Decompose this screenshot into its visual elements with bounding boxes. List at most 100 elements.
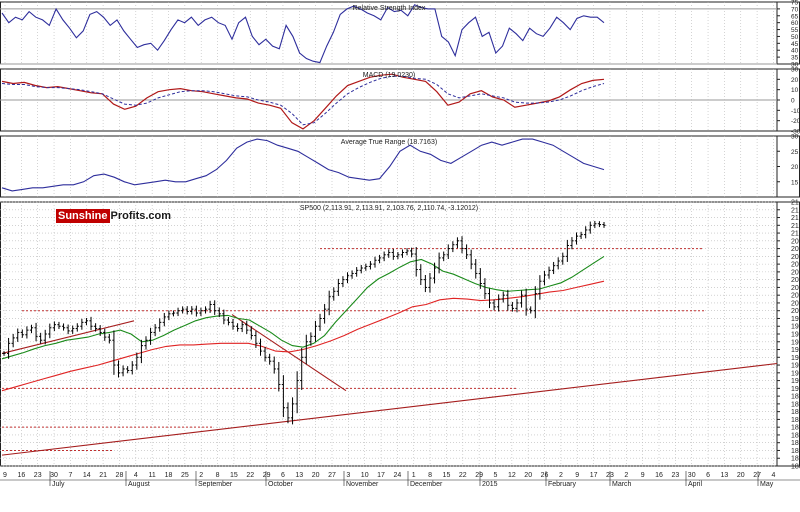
date-tick-label: 3 xyxy=(346,472,350,479)
date-tick-label: 4 xyxy=(771,472,775,479)
rsi-tick-label: 35 xyxy=(791,55,799,62)
month-label: March xyxy=(612,481,632,488)
rsi-tick-label: 40 xyxy=(791,48,799,55)
price-tick-label: 2040 xyxy=(791,277,800,284)
date-tick-label: 20 xyxy=(524,472,532,479)
date-tick-label: 15 xyxy=(443,472,451,479)
date-tick-label: 2 xyxy=(624,472,628,479)
price-tick-label: 1910 xyxy=(791,378,800,385)
month-label: April xyxy=(688,481,702,488)
date-tick-label: 16 xyxy=(655,472,663,479)
price-tick-label: 1940 xyxy=(791,355,800,362)
date-tick-label: 20 xyxy=(312,472,320,479)
price-tick-label: 2100 xyxy=(791,231,800,238)
moving-average-short xyxy=(1,255,605,360)
price-tick-label: 1920 xyxy=(791,370,800,377)
price-tick-label: 2130 xyxy=(791,207,800,214)
date-tick-label: 2 xyxy=(559,472,563,479)
macd-signal-line xyxy=(1,75,605,126)
price-tick-label: 1890 xyxy=(791,394,800,401)
date-tick-label: 15 xyxy=(230,472,238,479)
date-tick-label: 18 xyxy=(165,472,173,479)
price-tick-label: 1820 xyxy=(791,448,800,455)
price-tick-label: 1800 xyxy=(791,464,800,471)
date-tick-label: 13 xyxy=(721,472,729,479)
date-tick-label: 29 xyxy=(475,472,483,479)
price-tick-label: 1840 xyxy=(791,432,800,439)
date-tick-label: 13 xyxy=(295,472,303,479)
date-tick-label: 22 xyxy=(459,472,467,479)
rsi-tick-label: 45 xyxy=(791,41,799,48)
date-tick-label: 30 xyxy=(50,472,58,479)
logo-part-2: Profits.com xyxy=(110,210,172,222)
price-tick-label: 1950 xyxy=(791,347,800,354)
month-label: May xyxy=(760,481,774,488)
price-tick-label: 1860 xyxy=(791,417,800,424)
date-tick-label: 9 xyxy=(575,472,579,479)
trend-line xyxy=(1,362,778,456)
atr-tick-label: 20 xyxy=(791,164,799,171)
date-tick-label: 11 xyxy=(149,472,156,479)
date-tick-label: 6 xyxy=(706,472,710,479)
macd-panel-title: MACD (19.0230) xyxy=(363,72,416,79)
rsi-tick-label: 65 xyxy=(791,13,799,20)
price-tick-label: 2110 xyxy=(791,223,800,230)
price-tick-label: 2070 xyxy=(791,254,800,261)
macd-tick-label: -20 xyxy=(791,118,800,125)
price-tick-label: 2090 xyxy=(791,238,800,245)
price-tick-label: 1880 xyxy=(791,401,800,408)
date-tick-label: 17 xyxy=(377,472,385,479)
month-label: 2015 xyxy=(482,481,498,488)
date-tick-label: 4 xyxy=(134,472,138,479)
rsi-tick-label: 50 xyxy=(791,34,799,41)
date-tick-label: 8 xyxy=(216,472,220,479)
price-tick-label: 2050 xyxy=(791,269,800,276)
price-tick-label: 2060 xyxy=(791,262,800,269)
date-tick-label: 5 xyxy=(494,472,498,479)
macd-tick-label: 10 xyxy=(791,87,799,94)
date-tick-label: 9 xyxy=(641,472,645,479)
price-tick-label: 2030 xyxy=(791,285,800,292)
date-tick-label: 20 xyxy=(737,472,745,479)
date-tick-label: 12 xyxy=(508,472,516,479)
price-tick-label: 1960 xyxy=(791,339,800,346)
price-tick-label: 2140 xyxy=(791,200,800,207)
macd-tick-label: 20 xyxy=(791,77,799,84)
price-tick-label: 2000 xyxy=(791,308,800,315)
price-tick-label: 1970 xyxy=(791,332,800,339)
price-tick-label: 1830 xyxy=(791,440,800,447)
date-tick-label: 26 xyxy=(541,472,549,479)
rsi-line xyxy=(1,4,605,64)
price-tick-label: 1980 xyxy=(791,324,800,331)
date-tick-label: 24 xyxy=(394,472,402,479)
atr-line xyxy=(1,138,605,192)
sunshine-profits-logo: Sunshine Profits.com xyxy=(56,209,172,223)
macd-tick-label: 30 xyxy=(791,67,799,74)
rsi-tick-label: 70 xyxy=(791,6,799,13)
date-tick-label: 30 xyxy=(688,472,696,479)
trend-line xyxy=(1,320,135,354)
macd-tick-label: 0 xyxy=(791,98,795,105)
month-label: December xyxy=(410,481,443,488)
rsi-panel-title: Relative Strength Index xyxy=(353,5,426,12)
date-tick-label: 27 xyxy=(753,472,761,479)
date-tick-label: 23 xyxy=(671,472,679,479)
atr-tick-label: 25 xyxy=(791,149,799,156)
rsi-tick-label: 30 xyxy=(791,62,799,69)
macd-tick-label: -10 xyxy=(791,108,800,115)
price-tick-label: 2080 xyxy=(791,246,800,253)
price-tick-label: 1900 xyxy=(791,386,800,393)
price-tick-label: 1930 xyxy=(791,363,800,370)
month-label: July xyxy=(52,481,65,488)
date-tick-label: 16 xyxy=(17,472,25,479)
price-tick-label: 1990 xyxy=(791,316,800,323)
date-tick-label: 10 xyxy=(361,472,369,479)
month-label: February xyxy=(548,481,577,488)
date-tick-label: 1 xyxy=(412,472,416,479)
date-tick-label: 7 xyxy=(68,472,72,479)
rsi-tick-label: 60 xyxy=(791,20,799,27)
date-tick-label: 21 xyxy=(99,472,107,479)
price-panel-title: SP500 (2,113.91, 2,113.91, 2,103.76, 2,1… xyxy=(300,205,478,212)
